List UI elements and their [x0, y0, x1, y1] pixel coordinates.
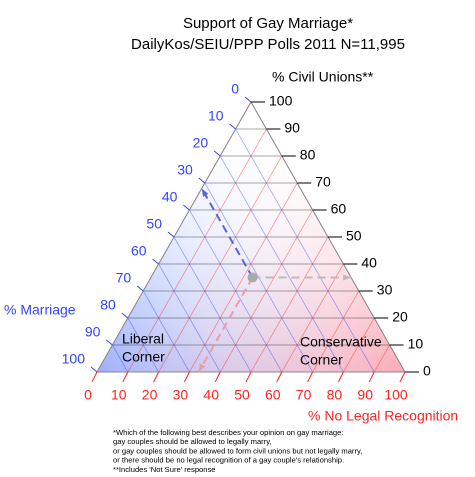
tick-mark	[399, 371, 406, 383]
grid-line	[173, 236, 252, 373]
tick-label: 30	[173, 387, 189, 403]
chart-subtitle: DailyKos/SEIU/PPP Polls 2011 N=11,995	[131, 36, 405, 53]
tick-mark	[106, 339, 113, 346]
tick-label: 60	[331, 201, 347, 217]
grid-line	[312, 290, 360, 373]
tick-mark	[121, 312, 129, 319]
axis-title: % Marriage	[4, 302, 76, 318]
projection-line	[197, 277, 254, 373]
tick-label: 10	[408, 336, 424, 352]
grid-line	[142, 290, 190, 373]
tick-label: 30	[177, 162, 193, 178]
tick-mark	[245, 371, 252, 383]
tick-label: 60	[131, 243, 147, 259]
grid-line	[189, 182, 298, 373]
tick-mark	[183, 204, 190, 211]
grid-line	[158, 263, 221, 373]
tick-mark	[90, 366, 98, 373]
tick-label: 100	[62, 351, 86, 367]
chart-title: Support of Gay Marriage*	[183, 15, 353, 32]
grid-line	[219, 209, 313, 373]
tick-label: 50	[146, 216, 162, 232]
tick-label: 40	[203, 387, 219, 403]
tick-label: 100	[269, 93, 293, 109]
tick-mark	[337, 371, 344, 383]
grid-line	[158, 155, 283, 373]
grid-line	[112, 344, 129, 373]
tick-label: 80	[100, 297, 116, 313]
axis-title: % Civil Unions**	[272, 69, 374, 85]
grid-line	[373, 344, 390, 373]
tick-mark	[183, 371, 190, 383]
footnote: or there should be no legal recognition …	[113, 456, 344, 465]
projection-arrow	[198, 363, 206, 372]
grid-line	[250, 236, 329, 373]
tick-label: 0	[84, 387, 92, 403]
tick-mark	[91, 371, 98, 383]
grid-line	[127, 128, 267, 373]
tick-mark	[136, 285, 144, 292]
tick-label: 100	[384, 387, 408, 403]
corner-label: Liberal	[122, 331, 164, 347]
tick-mark	[276, 371, 283, 383]
axis-title: % No Legal Recognition	[308, 408, 458, 424]
tick-mark	[307, 371, 314, 383]
tick-mark	[214, 371, 221, 383]
tick-label: 90	[85, 324, 101, 340]
tick-mark	[244, 96, 252, 103]
tick-label: 10	[111, 387, 127, 403]
tick-mark	[152, 258, 159, 265]
footnote: or gay couples should be allowed to form…	[113, 446, 362, 455]
tick-label: 80	[327, 387, 343, 403]
corner-label: Conservative	[300, 334, 382, 350]
grid-line	[219, 155, 344, 373]
tick-mark	[167, 231, 175, 238]
tick-mark	[229, 123, 236, 130]
grid-line	[127, 317, 159, 373]
tick-label: 60	[265, 387, 281, 403]
footnote: *Which of the following best describes y…	[113, 428, 343, 437]
shade-conservative	[97, 102, 405, 372]
tick-label: 90	[284, 120, 300, 136]
tick-mark	[213, 150, 221, 157]
tick-label: 10	[208, 108, 224, 124]
tick-label: 0	[423, 363, 431, 379]
tick-label: 30	[377, 282, 393, 298]
grid-line	[189, 209, 283, 373]
tick-label: 70	[116, 270, 132, 286]
footnote: gay couples should be allowed to legally…	[113, 437, 272, 446]
tick-label: 80	[300, 147, 316, 163]
projection-line	[200, 187, 254, 278]
tick-mark	[122, 371, 129, 383]
tick-mark	[368, 371, 375, 383]
footnote: **Includes 'Not Sure' response	[113, 465, 216, 474]
grid-line	[281, 263, 344, 373]
corner-label: Corner	[122, 349, 165, 365]
tick-label: 70	[296, 387, 312, 403]
tick-mark	[198, 177, 206, 184]
tick-label: 70	[315, 174, 331, 190]
grid-line	[343, 317, 375, 373]
tick-label: 20	[193, 135, 209, 151]
data-point	[247, 272, 258, 283]
tick-label: 0	[231, 81, 239, 97]
tick-label: 50	[346, 228, 362, 244]
tick-label: 40	[361, 255, 377, 271]
corner-label: Corner	[300, 352, 343, 368]
tick-label: 40	[162, 189, 178, 205]
tick-label: 90	[357, 387, 373, 403]
tick-mark	[153, 371, 160, 383]
tick-label: 20	[142, 387, 158, 403]
grid-line	[235, 128, 375, 373]
projection-arrow	[343, 274, 352, 281]
tick-label: 20	[392, 309, 408, 325]
projection-arrow	[201, 188, 209, 197]
tick-label: 50	[234, 387, 250, 403]
